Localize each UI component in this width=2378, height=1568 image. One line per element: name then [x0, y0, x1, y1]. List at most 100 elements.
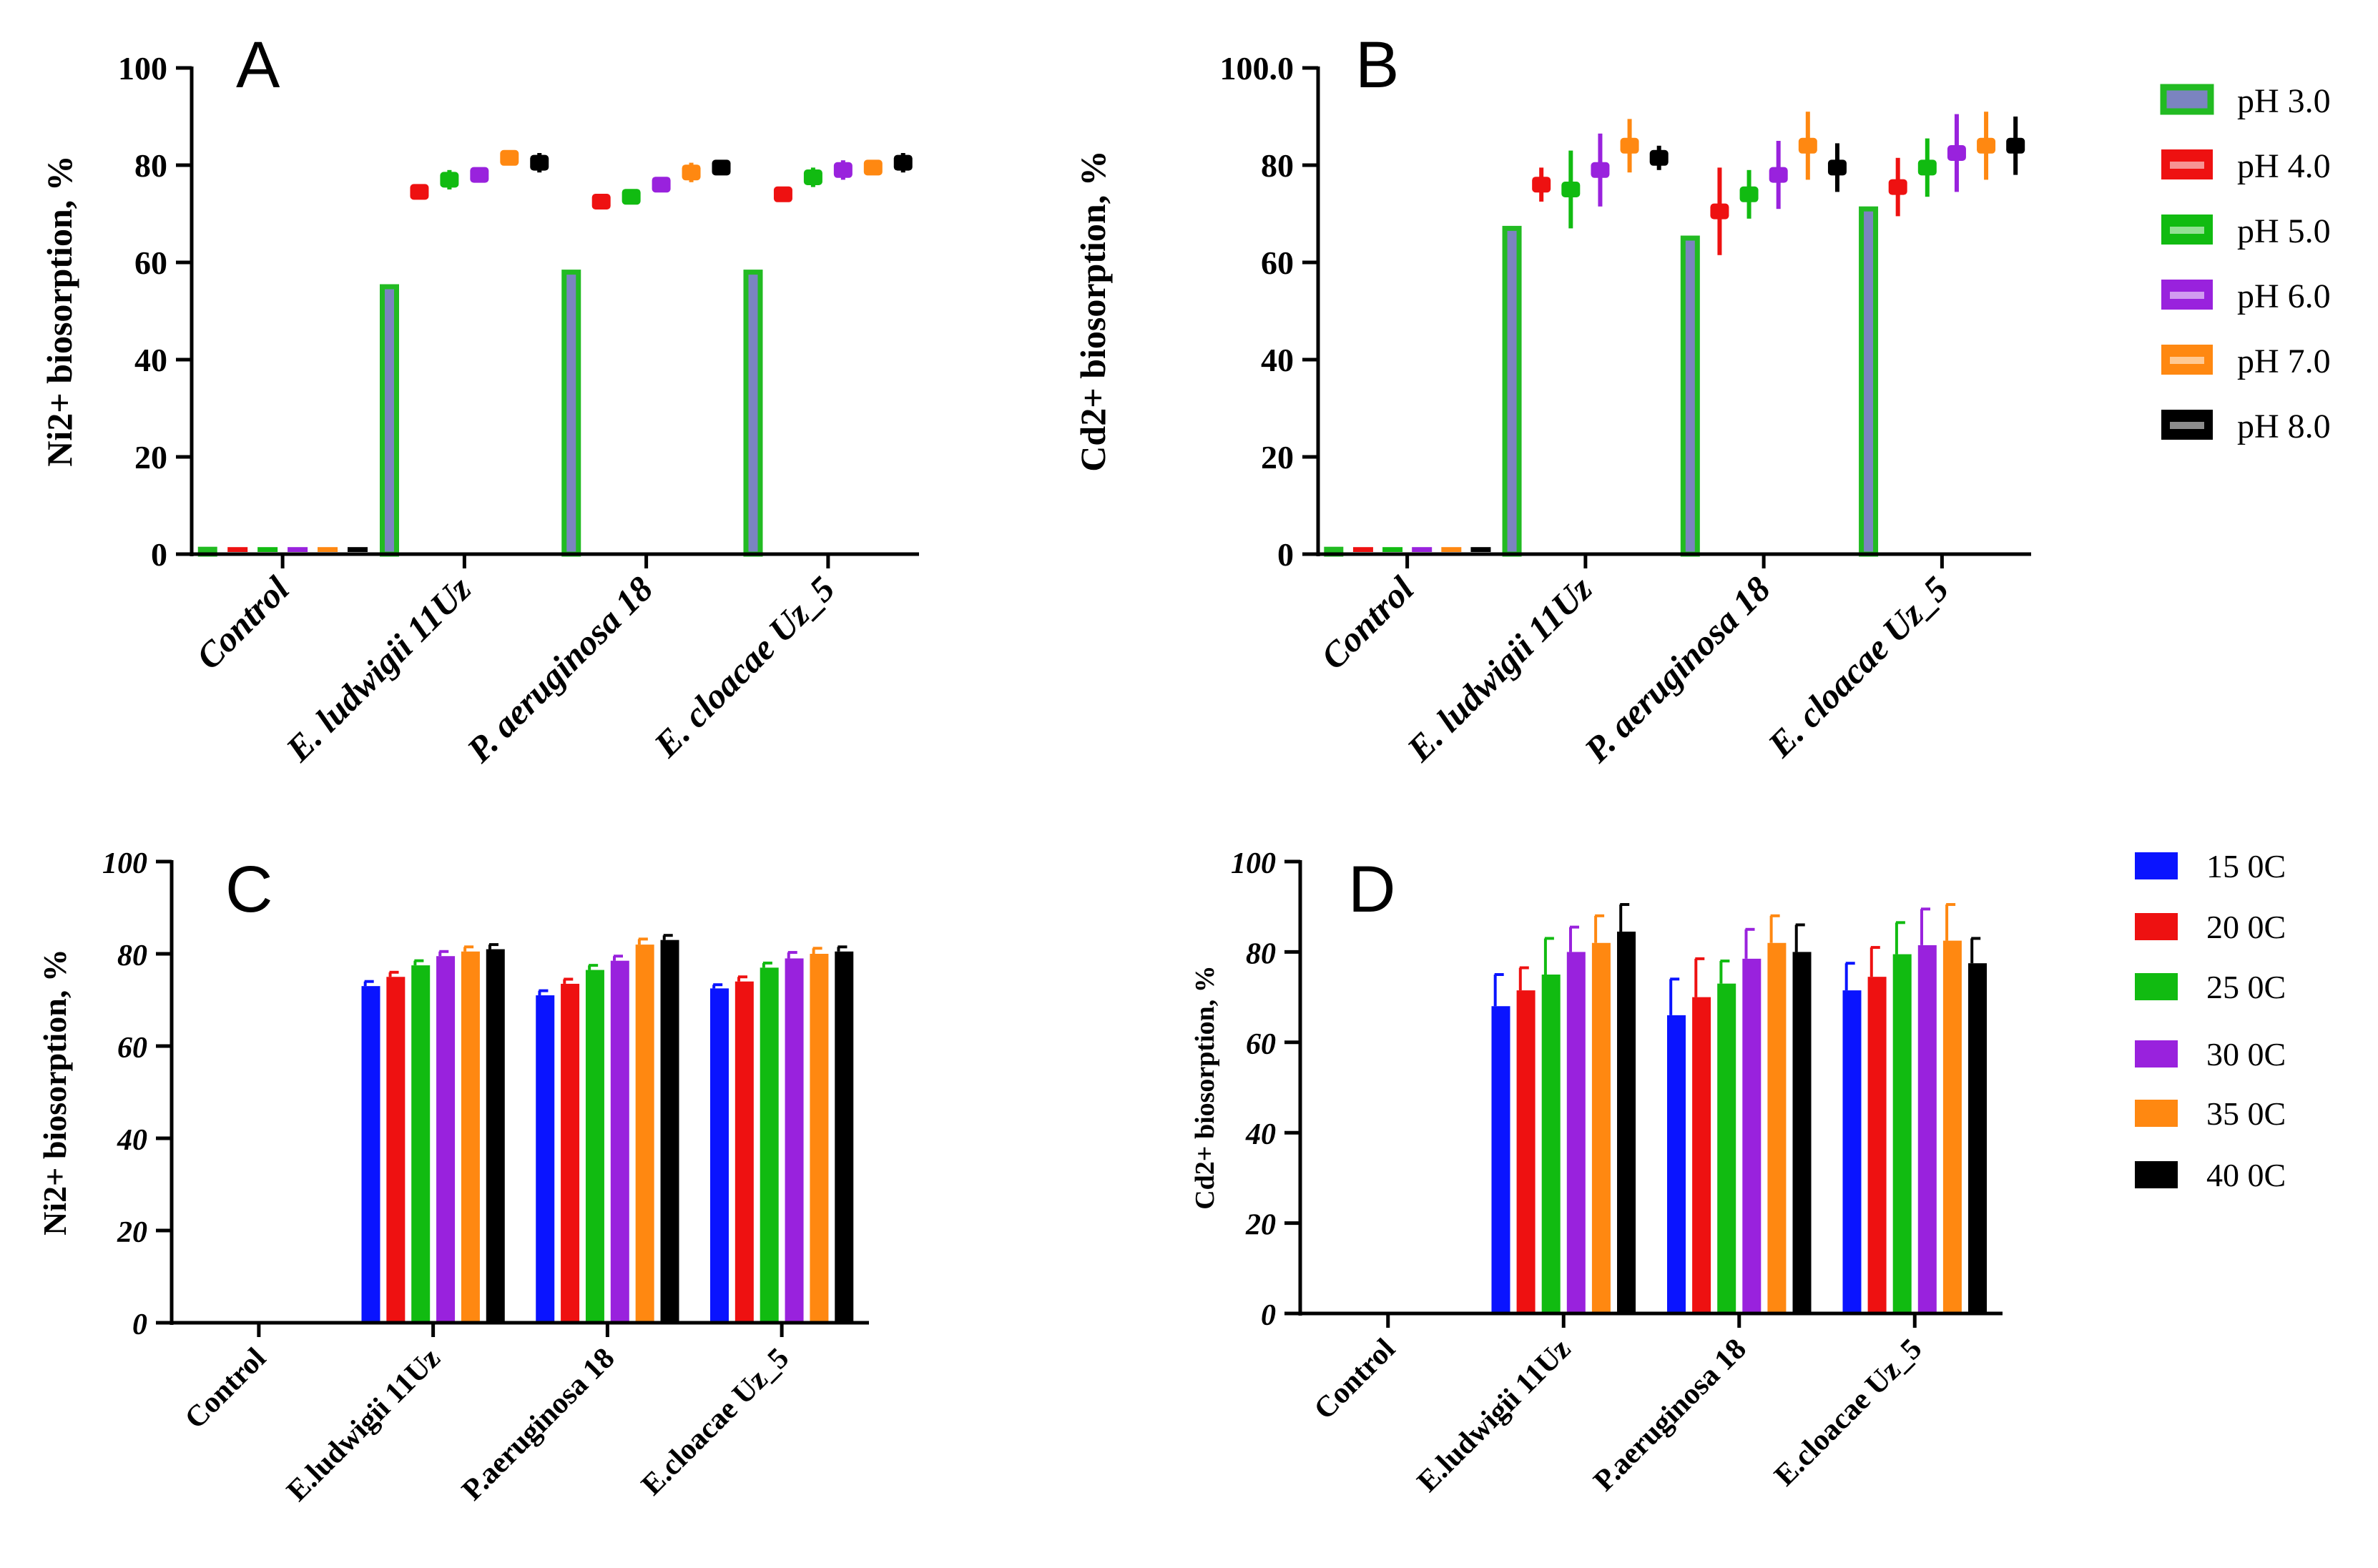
bar-40-0c-p-aeruginosa-18 — [660, 940, 679, 1323]
bar-30-0c-e-cloacae-uz-5 — [785, 958, 804, 1323]
legend-label-ph-3-0: pH 3.0 — [2237, 82, 2331, 120]
bar-20-0c-e-ludwigii-11uz — [386, 977, 406, 1323]
panel-letter-c: C — [225, 853, 272, 926]
legend-label-ph-8-0: pH 8.0 — [2237, 408, 2331, 445]
x-tick-label-control: Control — [188, 568, 297, 677]
bar-ph-5-0-p-aeruginosa-18 — [621, 189, 641, 205]
y-tick-label: 40 — [134, 342, 167, 378]
bar-25-0c-e-cloacae-uz-5 — [1892, 954, 1912, 1313]
x-tick-label-control: Control — [1313, 568, 1422, 677]
y-axis-title: Cd2+ biosorption, % — [1190, 965, 1220, 1210]
y-tick-label: 80 — [134, 147, 167, 184]
bar-ph-6-0-p-aeruginosa-18 — [652, 177, 671, 193]
bar-ph-7-0-p-aeruginosa-18 — [1798, 137, 1817, 154]
bar-30-0c-p-aeruginosa-18 — [610, 960, 629, 1323]
bar-20-0c-p-aeruginosa-18 — [1692, 997, 1711, 1313]
bar-ph-6-0-control — [288, 547, 308, 552]
panel-letter-d: D — [1348, 853, 1395, 926]
bar-ph-6-0-p-aeruginosa-18 — [1769, 167, 1788, 183]
y-tick-label: 40 — [1261, 342, 1294, 378]
bar-ph-3-0-p-aeruginosa-18 — [1680, 235, 1700, 557]
bar-ph-7-0-p-aeruginosa-18 — [682, 164, 701, 181]
bar-15-0c-e-cloacae-uz-5 — [1842, 990, 1862, 1313]
legend-temperature: 15 0C 20 0C 25 0C 30 0C 35 0C 40 0C — [2135, 848, 2286, 1193]
x-tick-label-e-ludwigii-11uz: E.ludwigii 11Uz — [280, 1342, 446, 1508]
bar-35-0c-e-cloacae-uz-5 — [1942, 940, 1962, 1313]
bar-ph-3-0-e-cloacae-uz-5 — [1859, 206, 1879, 557]
legend-swatch-ph-3-0 — [2160, 84, 2214, 115]
bar-25-0c-p-aeruginosa-18 — [585, 970, 604, 1323]
bar-40-0c-e-ludwigii-11uz — [486, 949, 505, 1323]
y-tick-label: 100 — [118, 50, 167, 87]
y-axis-title: Ni2+ biosorption, % — [39, 155, 79, 467]
bar-ph-7-0-e-ludwigii-11uz — [500, 149, 519, 166]
y-tick-label: 20 — [1261, 439, 1294, 475]
bar-15-0c-p-aeruginosa-18 — [536, 995, 555, 1323]
x-tick-label-p-aeruginosa-18: P. aeruginosa 18 — [458, 568, 660, 770]
x-tick-label-e-cloacae-uz-5: E. cloacae Uz_5 — [646, 568, 842, 765]
y-tick-label: 60 — [134, 245, 167, 281]
bar-ph-7-0-control — [318, 547, 338, 552]
bar-ph-4-0-e-cloacae-uz-5 — [1888, 179, 1907, 195]
bar-ph-5-0-e-ludwigii-11uz — [440, 172, 459, 188]
bar-25-0c-e-cloacae-uz-5 — [760, 967, 779, 1323]
bar-ph-6-0-e-ludwigii-11uz — [1591, 162, 1610, 178]
y-tick-label: 80 — [1261, 147, 1294, 184]
bar-25-0c-e-ludwigii-11uz — [411, 965, 431, 1323]
y-tick-label: 60 — [1246, 1028, 1276, 1061]
bar-ph-4-0-control — [227, 547, 248, 552]
bar-ph-4-0-e-ludwigii-11uz — [1532, 177, 1551, 193]
legend-swatch-30-0c — [2135, 1040, 2178, 1067]
bar-ph-7-0-e-ludwigii-11uz — [1620, 137, 1639, 154]
bar-ph-7-0-e-cloacae-uz-5 — [1977, 137, 1996, 154]
bar-35-0c-e-cloacae-uz-5 — [810, 954, 829, 1323]
bar-35-0c-p-aeruginosa-18 — [635, 945, 654, 1323]
bar-30-0c-p-aeruginosa-18 — [1742, 958, 1762, 1313]
x-tick-label-control: Control — [1308, 1333, 1402, 1426]
legend-label-35-0c: 35 0C — [2206, 1095, 2286, 1132]
bar-ph-6-0-e-cloacae-uz-5 — [1947, 145, 1966, 161]
bar-20-0c-e-cloacae-uz-5 — [1867, 977, 1887, 1313]
bar-ph-6-0-control — [1412, 547, 1433, 552]
bar-40-0c-p-aeruginosa-18 — [1792, 952, 1812, 1313]
legend-label-25-0c: 25 0C — [2206, 969, 2286, 1005]
y-tick-label: 100 — [1231, 847, 1276, 880]
legend-swatch-40-0c — [2135, 1161, 2178, 1188]
bar-15-0c-e-ludwigii-11uz — [361, 986, 380, 1323]
bar-ph-5-0-control — [1382, 547, 1403, 552]
bar-30-0c-e-ludwigii-11uz — [436, 956, 456, 1323]
bar-ph-5-0-e-ludwigii-11uz — [1561, 182, 1581, 197]
bar-35-0c-e-ludwigii-11uz — [1591, 942, 1611, 1313]
legend-swatch-highlight — [2170, 357, 2204, 364]
bar-ph-6-0-e-cloacae-uz-5 — [833, 162, 853, 178]
x-tick-label-p-aeruginosa-18: P.aeruginosa 18 — [1588, 1333, 1753, 1498]
bar-20-0c-p-aeruginosa-18 — [561, 983, 580, 1323]
bar-ph-8-0-e-ludwigii-11uz — [1649, 149, 1669, 166]
bar-ph-8-0-p-aeruginosa-18 — [712, 159, 731, 176]
bar-ph-5-0-e-cloacae-uz-5 — [1917, 159, 1937, 176]
y-tick-label: 80 — [1246, 937, 1276, 970]
bar-25-0c-p-aeruginosa-18 — [1717, 983, 1736, 1313]
legend-label-ph-5-0: pH 5.0 — [2237, 212, 2331, 250]
chart-panel-c: 0 20 40 60 80 100 Control E.ludwigii 11Uz P.aeru… — [36, 847, 869, 1508]
y-tick-label: 100.0 — [1220, 50, 1294, 87]
bar-ph-3-0-p-aeruginosa-18 — [561, 270, 581, 557]
y-tick-label: 60 — [1261, 245, 1294, 281]
y-tick-label: 60 — [117, 1032, 147, 1065]
x-tick-label-e-ludwigii-11uz: E. ludwigii 11Uz — [277, 568, 478, 769]
y-tick-label: 40 — [117, 1124, 147, 1157]
bar-30-0c-e-cloacae-uz-5 — [1917, 945, 1937, 1313]
bar-20-0c-e-cloacae-uz-5 — [734, 981, 754, 1323]
chart-panel-d: 0 20 40 60 80 100 Control E.ludwigii 11Uz P.aeru… — [1190, 847, 2003, 1499]
legend-swatch-15-0c — [2135, 852, 2178, 879]
y-tick-label: 100 — [102, 847, 147, 880]
bar-ph-8-0-e-ludwigii-11uz — [530, 154, 549, 171]
bar-ph-3-0-e-ludwigii-11uz — [1502, 225, 1522, 557]
bar-ph-7-0-e-cloacae-uz-5 — [863, 159, 883, 176]
bar-20-0c-e-ludwigii-11uz — [1516, 990, 1536, 1313]
legend-label-ph-7-0: pH 7.0 — [2237, 342, 2331, 380]
legend-swatch-highlight — [2170, 227, 2204, 234]
bar-ph-3-0-e-ludwigii-11uz — [379, 284, 399, 557]
